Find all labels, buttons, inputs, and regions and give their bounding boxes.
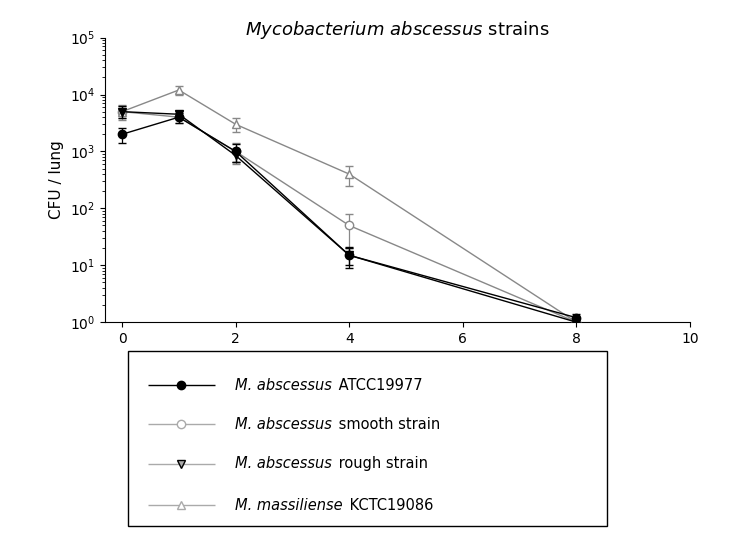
FancyBboxPatch shape <box>128 351 608 526</box>
Text: M. abscessus: M. abscessus <box>235 456 332 471</box>
Text: $\mathit{Mycobacterium\ abscessus}$$\rm{\ strains}$: $\mathit{Mycobacterium\ abscessus}$$\rm{… <box>245 19 550 41</box>
Text: ATCC19977: ATCC19977 <box>334 378 423 393</box>
X-axis label: weeks postinfection: weeks postinfection <box>321 352 474 366</box>
Text: M. massiliense: M. massiliense <box>235 498 343 513</box>
Text: M. abscessus: M. abscessus <box>235 378 332 393</box>
Text: smooth strain: smooth strain <box>334 417 440 432</box>
Text: rough strain: rough strain <box>334 456 428 471</box>
Text: M. abscessus: M. abscessus <box>235 417 332 432</box>
Y-axis label: CFU / lung: CFU / lung <box>50 141 64 219</box>
Text: KCTC19086: KCTC19086 <box>345 498 433 513</box>
